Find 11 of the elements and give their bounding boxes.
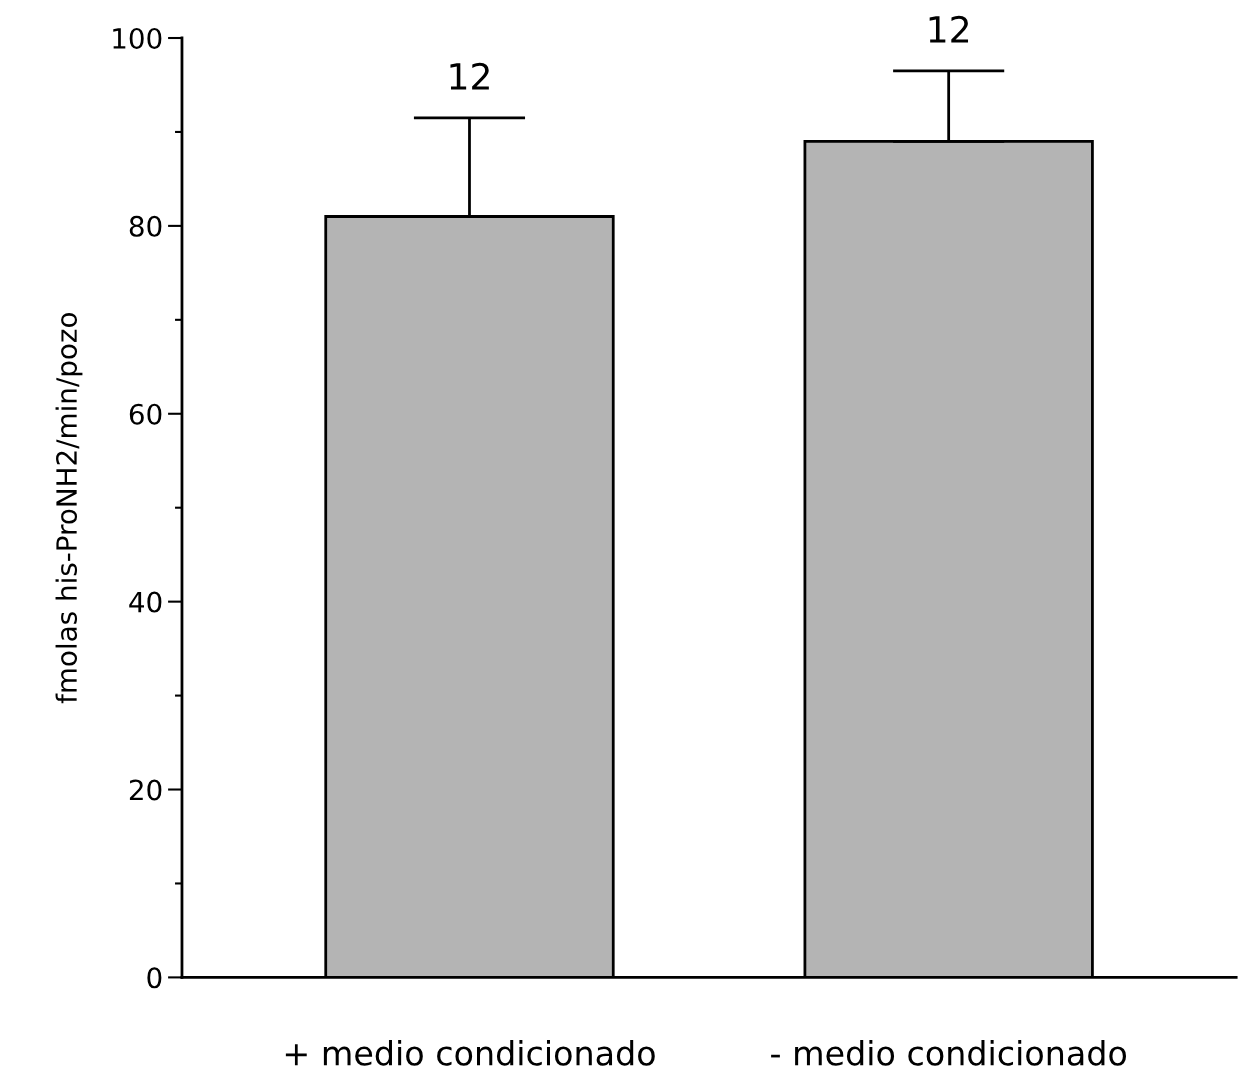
y-tick-label: 80	[129, 215, 162, 237]
y-tick-label: 40	[129, 591, 162, 613]
x-tick-label: - medio condicionado	[771, 1039, 1127, 1066]
y-axis-title: fmolas his-ProNH2/min/pozo	[55, 313, 83, 704]
annotation: 12	[450, 62, 489, 90]
y-tick-label: 100	[113, 27, 162, 49]
x-tick-label: + medio condicionado	[285, 1039, 655, 1066]
y-tick-label: 20	[129, 779, 162, 801]
y-tick-label: 60	[129, 403, 162, 425]
y-tick-label: 0	[147, 967, 162, 989]
annotation: 12	[929, 15, 969, 43]
